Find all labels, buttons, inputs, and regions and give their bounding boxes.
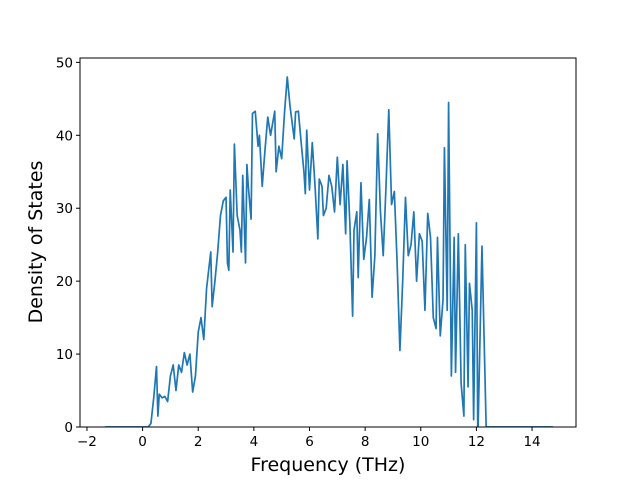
- y-tick-label: 30: [56, 201, 73, 217]
- x-tick-label: 6: [305, 434, 314, 450]
- x-axis-label: Frequency (THz): [251, 454, 406, 476]
- axes-frame: [79, 57, 577, 428]
- y-tick-label: 0: [64, 420, 73, 436]
- y-tick-label: 10: [56, 347, 73, 363]
- plot-area: [105, 76, 553, 427]
- y-tick-label: 50: [56, 55, 73, 71]
- y-tick-label: 40: [56, 128, 73, 144]
- x-tick-label: 8: [361, 434, 370, 450]
- x-tick-label: 4: [250, 434, 259, 450]
- data-line: [105, 76, 553, 427]
- x-tick-label: 12: [468, 434, 485, 450]
- y-axis-label: Density of States: [25, 161, 47, 324]
- x-tick-label: 2: [194, 434, 203, 450]
- x-tick-label: 10: [412, 434, 429, 450]
- x-tick-label: −2: [77, 434, 97, 450]
- x-tick-label: 0: [138, 434, 147, 450]
- x-tick-label: 14: [523, 434, 540, 450]
- y-tick-label: 20: [56, 274, 73, 290]
